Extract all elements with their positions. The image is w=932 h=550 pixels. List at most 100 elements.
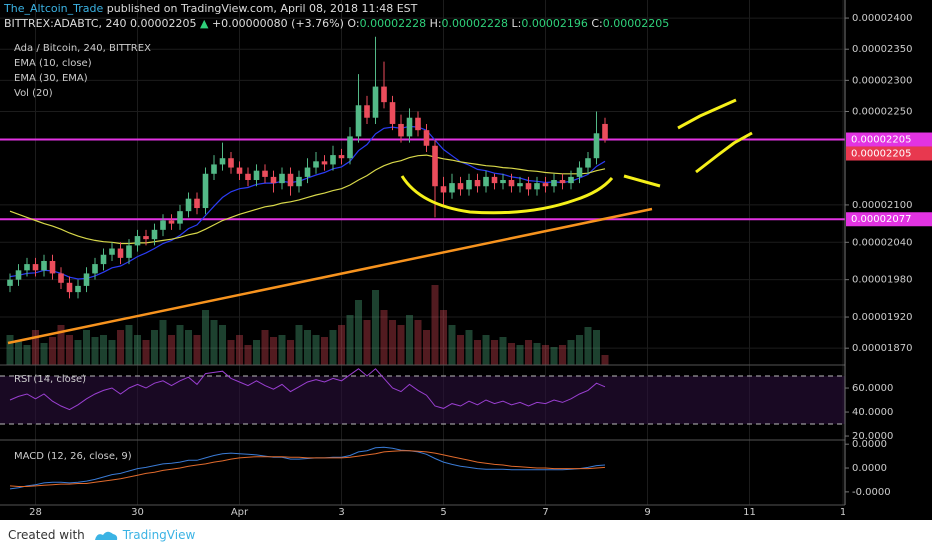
logo-cloud (94, 531, 117, 540)
candle-body (474, 180, 481, 187)
volume-bar (66, 335, 73, 365)
y-tick-label: 40.0000 (852, 407, 893, 418)
candle-body (126, 245, 132, 258)
candle-body (602, 123, 608, 140)
volume-bar (321, 337, 328, 365)
ohlc-label: C: (591, 17, 603, 30)
volume-bar (91, 337, 99, 365)
trend-line (7, 207, 653, 345)
candle-body (406, 117, 413, 137)
volume-bar (482, 335, 490, 365)
y-tick-label: 0.0000 (852, 439, 887, 450)
volume-bar (567, 340, 575, 365)
volume-bar (550, 347, 558, 365)
volume-bar (23, 345, 31, 365)
volume-bar (542, 345, 549, 365)
volume-bar (329, 330, 337, 365)
price-axis-bg (845, 0, 932, 520)
volume-bar (40, 343, 48, 365)
candle-body (457, 183, 464, 190)
y-tick-label: 0.00001870 (852, 343, 912, 354)
candle-body (58, 273, 64, 283)
candle-body (296, 176, 302, 187)
footer: Created with TradingView (0, 520, 932, 550)
candle-body (109, 248, 115, 255)
ohlc-value: 0.00002196 (521, 17, 588, 30)
brand-logo[interactable]: TradingView (93, 528, 195, 542)
level-label-box (846, 132, 932, 147)
candle-body (372, 86, 379, 118)
y-tick-label: -0.0000 (852, 487, 891, 498)
volume-bar (227, 340, 235, 365)
volume-bar (363, 320, 371, 365)
macd-title: MACD (12, 26, close, 9) (14, 451, 132, 462)
candle-body (355, 105, 362, 137)
volume-bar (270, 337, 277, 365)
legend-entry: Vol (20) (14, 88, 53, 99)
candle-body (568, 176, 574, 184)
volume-bar (584, 327, 592, 365)
rsi-line (9, 368, 606, 411)
projection-drawing (623, 174, 661, 188)
candle-body (253, 170, 260, 181)
header-line: BITTREX:ADABTC, 240 0.00002205 ▲ +0.0000… (4, 16, 841, 31)
candle-body (500, 180, 506, 184)
volume-bar (465, 330, 473, 365)
candle-body (66, 282, 73, 293)
volume-bar (431, 285, 439, 365)
volume-bar (244, 345, 252, 365)
volume-bar (559, 345, 566, 365)
x-tick-label: 1 (840, 507, 846, 518)
candle-body (508, 180, 515, 187)
candle-body (415, 117, 421, 131)
volume-bar (15, 340, 22, 365)
volume-bar (338, 325, 345, 365)
volume (6, 285, 609, 365)
volume-bar (49, 337, 56, 365)
candle-body (338, 155, 345, 159)
candle-body (304, 167, 311, 177)
candle-body (321, 161, 328, 165)
legend-entry: EMA (30, EMA) (14, 73, 88, 84)
ohlc-value: 0.00002228 (441, 17, 509, 30)
level-label: 0.00002077 (851, 214, 911, 225)
candle-body (398, 123, 404, 137)
volume-bar (117, 330, 124, 365)
volume-bar (414, 320, 422, 365)
volume-bar (601, 355, 609, 365)
volume-bar (397, 325, 405, 365)
volume-bar (32, 330, 39, 365)
change: +0.00000080 (+3.76%) (211, 17, 344, 30)
volume-bar (219, 325, 226, 365)
price-axis: 0.00002400 0.00002350 0.00002300 0.00002250… (845, 13, 932, 498)
x-tick-label: 3 (338, 507, 344, 518)
candle-body (92, 264, 98, 274)
candle-body (143, 236, 149, 240)
volume-bar (440, 310, 447, 365)
indicator-panes (0, 364, 932, 506)
header-line: The_Altcoin_Trade published on TradingVi… (4, 1, 841, 16)
volume-bar (142, 340, 150, 365)
volume-bar (151, 330, 158, 365)
candle-body (83, 273, 90, 286)
volume-bar (202, 310, 209, 365)
candle-body (185, 198, 192, 212)
volume-bar (346, 315, 354, 365)
candle-body (287, 173, 294, 187)
chart-title: Ada / Bitcoin, 240, BITTREX (14, 43, 151, 54)
candle-body (423, 130, 430, 146)
rsi-band-fill (0, 376, 845, 425)
author[interactable]: The_Altcoin_Trade (4, 2, 104, 15)
volume-bar (516, 345, 524, 365)
volume-bar (74, 340, 82, 365)
volume-bar (261, 330, 269, 365)
y-tick-label: 0.0000 (852, 463, 887, 474)
volume-bar (491, 340, 498, 365)
volume-bar (593, 330, 600, 365)
volume-bar (295, 325, 303, 365)
volume-bar (185, 330, 192, 365)
y-tick-label: 0.00001920 (852, 312, 912, 323)
volume-bar (533, 343, 541, 365)
price-pane (0, 36, 845, 299)
x-tick-label: 7 (542, 507, 548, 518)
